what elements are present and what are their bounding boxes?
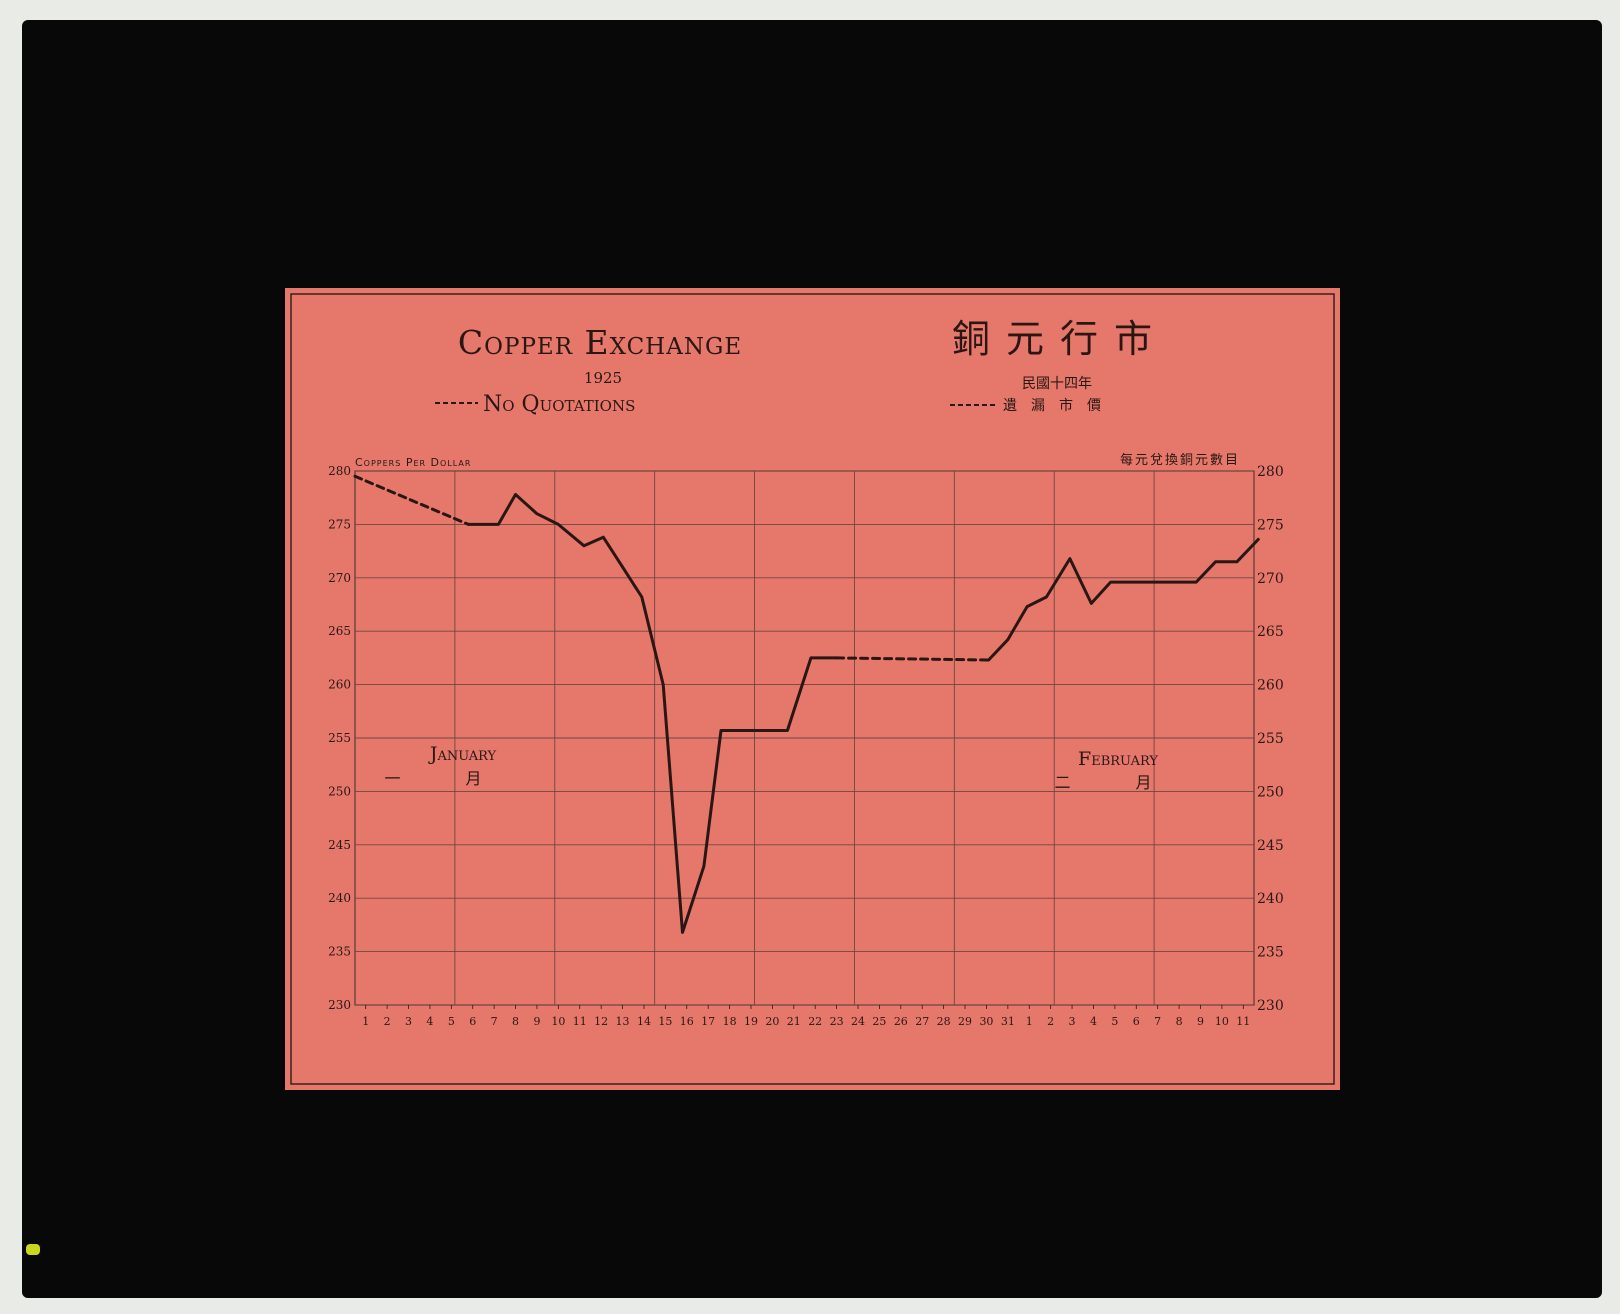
y-tick-label-right: 245 bbox=[1257, 838, 1284, 854]
x-tick-label: 8 bbox=[512, 1015, 519, 1028]
y-tick-label-left: 240 bbox=[328, 891, 351, 905]
y-tick-label-left: 270 bbox=[328, 571, 351, 585]
chart-grid bbox=[354, 470, 1255, 1006]
series-segment-quoted bbox=[987, 537, 1260, 662]
legend-no-quotations: No Quotations bbox=[483, 392, 635, 417]
y-tick-label-right: 230 bbox=[1257, 998, 1284, 1014]
y-tick-label-right: 235 bbox=[1257, 945, 1284, 961]
y-tick-label-right: 255 bbox=[1257, 731, 1284, 747]
x-tick-label: 26 bbox=[894, 1015, 908, 1028]
y-axis-label: Coppers Per Dollar bbox=[355, 456, 471, 469]
x-tick-label: 24 bbox=[851, 1015, 865, 1028]
y-tick-label-left: 265 bbox=[328, 624, 351, 638]
x-tick-label: 5 bbox=[448, 1015, 455, 1028]
x-tick-label: 9 bbox=[1197, 1015, 1204, 1028]
series-segment-no-quotations bbox=[353, 474, 470, 526]
x-tick-label: 10 bbox=[1215, 1015, 1229, 1028]
y-tick-label-right: 250 bbox=[1257, 784, 1284, 800]
x-tick-label: 8 bbox=[1176, 1015, 1183, 1028]
chart-title-chinese: 銅元行市 bbox=[952, 317, 1168, 361]
y-tick-label-right: 270 bbox=[1257, 571, 1284, 587]
x-tick-label: 2 bbox=[1047, 1015, 1054, 1028]
x-tick-label: 15 bbox=[658, 1015, 672, 1028]
x-tick-label: 7 bbox=[491, 1015, 498, 1028]
x-tick-label: 9 bbox=[533, 1015, 540, 1028]
x-tick-label: 6 bbox=[1133, 1015, 1140, 1028]
x-tick-label: 4 bbox=[426, 1015, 433, 1028]
y-tick-label-right: 275 bbox=[1257, 517, 1284, 533]
y-tick-label-right: 280 bbox=[1257, 464, 1284, 480]
x-tick-label: 13 bbox=[616, 1015, 630, 1028]
x-tick-label: 12 bbox=[594, 1015, 608, 1028]
x-tick-label: 4 bbox=[1090, 1015, 1097, 1028]
copper-exchange-chart: Copper Exchange 1925 No Quotations 銅元行市 … bbox=[290, 293, 1335, 1085]
y-axis-label-chinese: 每元兌換銅元數目 bbox=[1120, 452, 1240, 468]
x-tick-label: 2 bbox=[384, 1015, 391, 1028]
legend-no-quotations-chinese: 遺漏市價 bbox=[1003, 397, 1115, 414]
x-tick-label: 11 bbox=[1236, 1015, 1250, 1028]
x-tick-label: 17 bbox=[701, 1015, 715, 1028]
y-tick-label-right: 260 bbox=[1257, 678, 1284, 694]
chart-year: 1925 bbox=[584, 369, 622, 387]
x-tick-label: 20 bbox=[765, 1015, 779, 1028]
x-tick-label: 16 bbox=[680, 1015, 694, 1028]
y-tick-label-left: 280 bbox=[328, 464, 351, 478]
month-label-february-chinese: 二 月 bbox=[1054, 773, 1181, 792]
x-tick-label: 19 bbox=[744, 1015, 758, 1028]
x-tick-label: 29 bbox=[958, 1015, 972, 1028]
x-tick-label: 5 bbox=[1111, 1015, 1118, 1028]
x-tick-label: 1 bbox=[362, 1015, 369, 1028]
x-tick-label: 31 bbox=[1001, 1015, 1015, 1028]
x-tick-label: 7 bbox=[1154, 1015, 1161, 1028]
x-tick-label: 22 bbox=[808, 1015, 822, 1028]
y-tick-label-right: 265 bbox=[1257, 624, 1284, 640]
chart-year-chinese: 民國十四年 bbox=[1022, 376, 1092, 392]
x-tick-label: 25 bbox=[872, 1015, 886, 1028]
y-tick-label-left: 245 bbox=[328, 838, 351, 852]
card-border bbox=[290, 293, 1335, 1085]
slide-label-marker bbox=[26, 1244, 40, 1255]
x-tick-label: 18 bbox=[723, 1015, 737, 1028]
y-tick-label-left: 250 bbox=[328, 784, 351, 798]
x-tick-label: 21 bbox=[787, 1015, 801, 1028]
x-tick-label: 27 bbox=[915, 1015, 929, 1028]
chart-card: Copper Exchange 1925 No Quotations 銅元行市 … bbox=[285, 288, 1340, 1090]
y-tick-label-left: 235 bbox=[328, 945, 351, 959]
y-axis-left: 230 235 240 245 250 255 260 265 270 275 280 bbox=[328, 464, 351, 1012]
y-tick-label-left: 230 bbox=[328, 998, 351, 1012]
y-axis-right: 230 235 240 245 250 255 260 265 270 275 280 bbox=[1257, 464, 1284, 1014]
y-tick-label-left: 260 bbox=[328, 678, 351, 692]
x-tick-label: 23 bbox=[830, 1015, 844, 1028]
x-tick-label: 1 bbox=[1026, 1015, 1033, 1028]
month-label-january-chinese: 一 月 bbox=[384, 769, 511, 788]
chart-title: Copper Exchange bbox=[458, 323, 742, 362]
x-tick-label: 30 bbox=[979, 1015, 993, 1028]
x-tick-label: 11 bbox=[573, 1015, 587, 1028]
series-segment-quoted bbox=[466, 493, 839, 934]
x-tick-label: 10 bbox=[551, 1015, 565, 1028]
series-copper-rate bbox=[353, 474, 1260, 934]
x-tick-label: 28 bbox=[937, 1015, 951, 1028]
x-tick-label: 14 bbox=[637, 1015, 651, 1028]
y-tick-label-left: 255 bbox=[328, 731, 351, 745]
month-label-february: February bbox=[1078, 748, 1158, 770]
x-tick-label: 3 bbox=[405, 1015, 412, 1028]
y-tick-label-right: 240 bbox=[1257, 891, 1284, 907]
month-label-january: January bbox=[428, 743, 497, 765]
y-tick-label-left: 275 bbox=[328, 517, 351, 531]
series-segment-no-quotations bbox=[835, 656, 991, 662]
x-tick-label: 6 bbox=[469, 1015, 476, 1028]
x-tick-label: 3 bbox=[1069, 1015, 1076, 1028]
x-axis: 1 2 3 4 5 6 7 8 9 10 11 12 13 14 15 16 17 18 19 20 21 22 23 24 2… bbox=[362, 1005, 1250, 1028]
